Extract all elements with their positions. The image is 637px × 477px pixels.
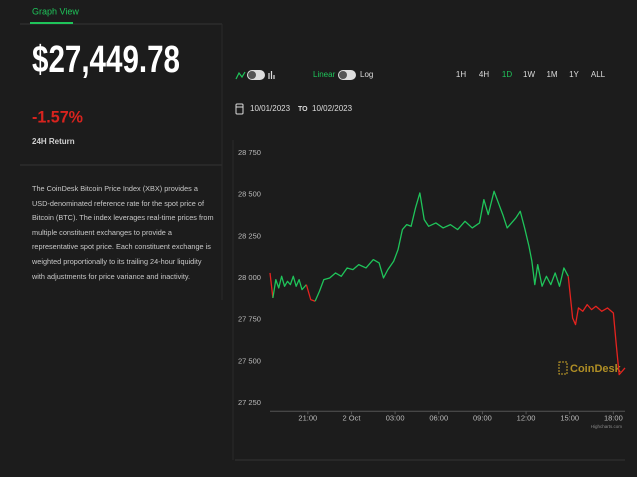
timeframe-button[interactable]: 4H — [479, 70, 489, 79]
y-tick-label: 27 500 — [238, 356, 261, 365]
price-line — [305, 284, 316, 302]
x-tick-label: 18:00 — [604, 413, 623, 422]
scale-option[interactable]: Linear — [313, 70, 336, 79]
tab[interactable]: Graph View — [32, 6, 79, 16]
date-to[interactable]: 10/02/2023 — [312, 104, 353, 113]
x-tick-label: 12:00 — [517, 413, 536, 422]
timeframe-button[interactable]: 1W — [523, 70, 535, 79]
timeframe-button[interactable]: 1M — [546, 70, 557, 79]
timeframe-button[interactable]: 1D — [502, 70, 512, 79]
watermark: CoinDesk — [570, 363, 622, 375]
candle-icon[interactable] — [268, 71, 275, 79]
x-tick-label: 03:00 — [386, 413, 405, 422]
timeframe-button[interactable]: ALL — [591, 70, 606, 79]
price-change: -1.57% — [32, 107, 83, 126]
calendar-icon[interactable] — [235, 103, 244, 115]
toggle-knob — [339, 71, 347, 79]
x-tick-label: 21:00 — [298, 413, 317, 422]
line-icon[interactable] — [235, 71, 246, 80]
x-tick-label: 15:00 — [560, 413, 579, 422]
price: $27,449.78 — [32, 39, 180, 81]
y-tick-label: 28 250 — [238, 231, 261, 240]
price-line — [567, 276, 626, 376]
toggle-knob — [248, 71, 256, 79]
scale-option[interactable]: Log — [360, 70, 373, 79]
date-from[interactable]: 10/01/2023 — [250, 104, 291, 113]
x-tick-label: 06:00 — [429, 413, 448, 422]
credit[interactable]: Highcharts.com — [591, 424, 623, 429]
y-tick-label: 28 750 — [238, 148, 261, 157]
date-separator: TO — [298, 106, 308, 113]
watermark-icon — [558, 361, 568, 375]
x-tick-label: 09:00 — [473, 413, 492, 422]
price-line — [314, 190, 569, 302]
timeframe-button[interactable]: 1Y — [569, 70, 579, 79]
x-tick-label: 2 Oct — [343, 413, 362, 422]
y-tick-label: 27 250 — [238, 398, 261, 407]
y-tick-label: 28 500 — [238, 190, 261, 199]
price-line — [269, 272, 274, 299]
price-line — [272, 275, 307, 299]
timeframe-button[interactable]: 1H — [456, 70, 466, 79]
description: The CoinDesk Bitcoin Price Index (XBX) p… — [32, 184, 214, 281]
y-tick-label: 27 750 — [238, 315, 261, 324]
change-label: 24H Return — [32, 137, 75, 146]
y-tick-label: 28 000 — [238, 273, 261, 282]
